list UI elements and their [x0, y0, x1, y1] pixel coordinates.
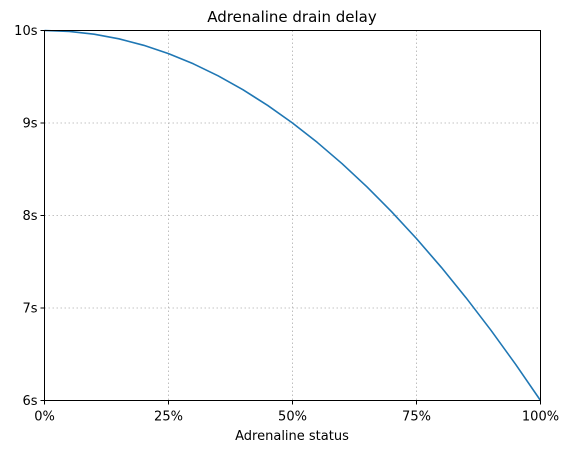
series-layer	[44, 29, 542, 401]
chart-title: Adrenaline drain delay	[207, 8, 377, 26]
y-tick-label: 6s	[22, 394, 37, 409]
series-line	[44, 29, 542, 401]
x-axis-title: Adrenaline status	[235, 429, 349, 444]
y-tick-label: 10s	[14, 24, 38, 39]
y-tick-label: 8s	[22, 209, 37, 224]
x-axis-ticks: 0% 25% 50% 75% 100%	[34, 400, 559, 425]
x-tick-label: 50%	[278, 410, 307, 425]
x-tick-label: 0%	[34, 410, 55, 425]
grid-lines	[44, 30, 541, 401]
y-tick-label: 7s	[22, 302, 37, 317]
x-tick-label: 75%	[402, 410, 431, 425]
y-axis-ticks: 6s 7s 8s 9s 10s	[14, 24, 45, 409]
x-tick-label: 25%	[154, 410, 183, 425]
x-tick-label: 100%	[522, 410, 559, 425]
y-tick-label: 9s	[22, 117, 37, 132]
